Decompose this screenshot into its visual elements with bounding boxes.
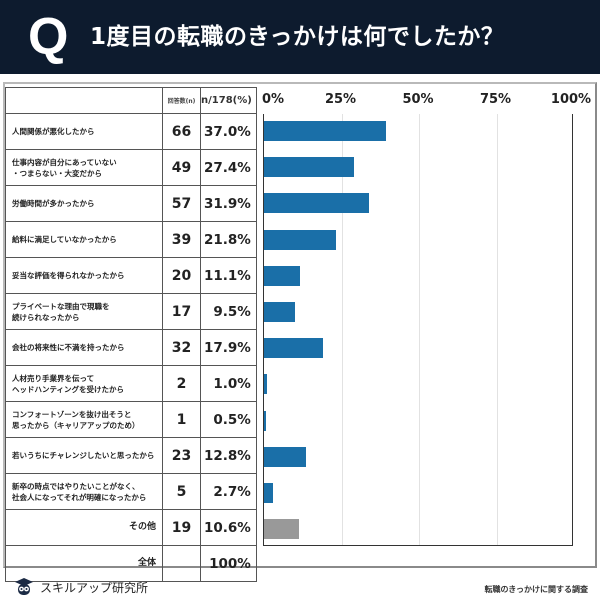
bar <box>264 265 301 286</box>
row-count: 23 <box>162 437 201 474</box>
bar <box>264 157 355 178</box>
row-label: その他 <box>5 509 163 546</box>
bar <box>264 121 386 141</box>
row-percent: 11.1% <box>200 257 257 294</box>
bar <box>264 519 299 540</box>
table-row: コンフォートゾーンを抜け出そうと 思ったから（キャリアアップのため） 1 0.5% <box>5 401 257 438</box>
plot-area <box>263 114 573 546</box>
gridline <box>341 114 343 545</box>
row-count: 20 <box>162 257 201 294</box>
table-row: プライベートな理由で現職を 続けられなったから 17 9.5% <box>5 293 257 330</box>
total-percent: 100% <box>200 545 257 582</box>
table-row: 会社の将来性に不満を持ったから 32 17.9% <box>5 329 257 366</box>
data-table: 回答数(n) n/178(%) 人間関係が悪化したから 66 37.0% 仕事内容が自分に… <box>5 87 257 582</box>
table-row: 給料に満足していなかったから 39 21.8% <box>5 221 257 258</box>
bar <box>264 410 266 431</box>
bar <box>264 483 273 503</box>
row-percent: 21.8% <box>200 221 257 258</box>
row-label: コンフォートゾーンを抜け出そうと 思ったから（キャリアアップのため） <box>5 401 163 438</box>
brand-logo: スキルアップ研究所 <box>14 577 148 597</box>
table-row: 妥当な評価を得られなかったから 20 11.1% <box>5 257 257 294</box>
x-tick-label: 25% <box>324 92 357 107</box>
table-header-row: 回答数(n) n/178(%) <box>5 87 257 114</box>
row-label: 労働時間が多かったから <box>5 185 163 222</box>
bar <box>264 302 296 322</box>
row-count: 32 <box>162 329 201 366</box>
bar <box>264 338 323 359</box>
row-label: 会社の将来性に不満を持ったから <box>5 329 163 366</box>
row-percent: 12.8% <box>200 437 257 474</box>
table-row: 仕事内容が自分にあっていない ・つまらない・大変だから 49 27.4% <box>5 149 257 186</box>
header-label-cell <box>5 87 163 114</box>
row-label: 若いうちにチャレンジしたいと思ったから <box>5 437 163 474</box>
bar <box>264 229 336 250</box>
header-count: 回答数(n) <box>162 87 201 114</box>
row-percent: 10.6% <box>200 509 257 546</box>
row-label: 給料に満足していなかったから <box>5 221 163 258</box>
bar <box>264 446 307 467</box>
header-percent: n/178(%) <box>200 87 257 114</box>
brand-name: スキルアップ研究所 <box>40 580 149 595</box>
row-count: 1 <box>162 401 201 438</box>
x-tick-label: 100% <box>550 92 592 107</box>
row-label: 新卒の時点ではやりたいことがなく、 社会人になってそれが明確になったから <box>5 473 163 510</box>
total-count <box>162 545 201 582</box>
row-percent: 9.5% <box>200 293 257 330</box>
row-percent: 0.5% <box>200 401 257 438</box>
bar-chart: 0% 25% 50% 75% 100% <box>250 88 595 548</box>
table-row: 若いうちにチャレンジしたいと思ったから 23 12.8% <box>5 437 257 474</box>
row-label: プライベートな理由で現職を 続けられなったから <box>5 293 163 330</box>
row-percent: 1.0% <box>200 365 257 402</box>
x-tick-label: 0% <box>261 92 285 107</box>
bar <box>264 374 268 395</box>
x-tick-label: 50% <box>402 92 434 107</box>
row-count: 57 <box>162 185 201 222</box>
table-row: 労働時間が多かったから 57 31.9% <box>5 185 257 222</box>
row-count: 66 <box>162 113 201 150</box>
bar <box>264 193 369 214</box>
gridline <box>496 114 498 545</box>
x-tick-label: 75% <box>479 92 512 107</box>
row-percent: 37.0% <box>200 113 257 150</box>
total-label: 全体 <box>5 545 163 582</box>
table-row: 人間関係が悪化したから 66 37.0% <box>5 113 257 150</box>
page-title: 1度目の転職のきっかけは何でしたか？ <box>90 24 505 50</box>
owl-graduate-icon <box>15 578 33 595</box>
gridline <box>419 114 420 545</box>
row-count: 19 <box>162 509 201 546</box>
row-count: 2 <box>162 365 201 402</box>
table-row: 新卒の時点ではやりたいことがなく、 社会人になってそれが明確になったから 5 2.7… <box>5 473 257 510</box>
q-mark: Q <box>28 8 69 66</box>
row-percent: 2.7% <box>200 473 257 510</box>
row-percent: 31.9% <box>200 185 257 222</box>
table-total-row: 全体 100% <box>5 545 257 582</box>
row-percent: 17.9% <box>200 329 257 366</box>
survey-source: 転職のきっかけに関する調査 <box>484 585 588 594</box>
row-label: 人間関係が悪化したから <box>5 113 163 150</box>
table-row: 人材売り手業界を伝って ヘッドハンティングを受けたから 2 1.0% <box>5 365 257 402</box>
row-count: 39 <box>162 221 201 258</box>
row-label: 人材売り手業界を伝って ヘッドハンティングを受けたから <box>5 365 163 402</box>
row-count: 5 <box>162 473 201 510</box>
row-label: 仕事内容が自分にあっていない ・つまらない・大変だから <box>5 149 163 186</box>
table-row: その他 19 10.6% <box>5 509 257 546</box>
row-count: 49 <box>162 149 201 186</box>
row-label: 妥当な評価を得られなかったから <box>5 257 163 294</box>
row-percent: 27.4% <box>200 149 257 186</box>
header-banner: Q 1度目の転職のきっかけは何でしたか？ <box>0 0 600 74</box>
row-count: 17 <box>162 293 201 330</box>
